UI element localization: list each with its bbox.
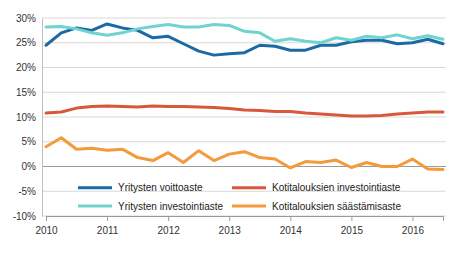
legend-swatch <box>78 186 112 189</box>
legend-label: Kotitalouksien säästämisaste <box>272 201 401 212</box>
x-tick-label: 2010 <box>35 225 58 236</box>
x-tick-mark <box>229 216 230 221</box>
y-tick-label: 15% <box>16 87 36 98</box>
x-axis: 2010 2011 2012 2013 2014 2015 2016 <box>35 216 443 236</box>
y-tick: 5% <box>22 136 42 147</box>
x-tick: 2012 <box>158 216 181 236</box>
x-tick-label: 2011 <box>97 225 119 236</box>
legend-swatch <box>232 186 266 189</box>
y-tick: -10% <box>13 211 42 222</box>
grid <box>42 18 446 216</box>
x-tick-mark <box>46 216 47 221</box>
legend: Yritysten voittoaste Kotitalouksien inves… <box>78 182 401 211</box>
y-axis-line <box>42 19 43 217</box>
y-tick-label: 0% <box>22 161 37 172</box>
legend-label: Kotitalouksien investointiaste <box>272 182 401 193</box>
y-tick-label: 25% <box>16 37 36 48</box>
y-tick: 0% <box>22 161 42 172</box>
x-tick: 2010 <box>35 216 58 236</box>
x-tick-mark <box>168 216 169 221</box>
y-tick-label: 5% <box>22 136 37 147</box>
x-tick-label: 2013 <box>219 225 242 236</box>
legend-swatch <box>232 205 266 208</box>
series-line <box>46 24 443 42</box>
series-line <box>46 106 443 116</box>
x-tick: 2014 <box>280 216 303 236</box>
x-tick: 2016 <box>402 216 425 236</box>
x-tick-mark <box>107 216 108 221</box>
x-tick-mark <box>412 216 413 221</box>
y-tick-label: -10% <box>13 211 36 222</box>
legend-label: Yritysten voittoaste <box>118 182 203 193</box>
lines <box>46 24 443 170</box>
x-tick: 2011 <box>97 216 119 236</box>
y-tick: 10% <box>16 112 42 123</box>
legend-label: Yritysten investointiaste <box>118 201 223 212</box>
x-axis-line <box>47 217 444 222</box>
y-axis: -10% -5% 0% 5% 10% 15% 20% 25% 30% <box>13 13 43 222</box>
y-tick-label: 10% <box>16 112 36 123</box>
grid-line <box>42 92 446 93</box>
y-tick-label: -5% <box>18 186 36 197</box>
grid-line <box>42 141 446 142</box>
series-line <box>46 138 443 170</box>
x-tick-label: 2015 <box>341 225 364 236</box>
legend-swatch <box>78 205 112 208</box>
y-tick: -5% <box>18 186 42 197</box>
x-tick-label: 2014 <box>280 225 303 236</box>
x-tick: 2013 <box>219 216 242 236</box>
y-tick: 15% <box>16 87 42 98</box>
x-tick: 2015 <box>341 216 364 236</box>
y-tick: 30% <box>16 13 42 24</box>
y-tick: 20% <box>16 62 42 73</box>
x-tick-mark <box>290 216 291 221</box>
y-tick: 25% <box>16 37 42 48</box>
y-tick-label: 30% <box>16 13 36 24</box>
series-line <box>46 24 443 55</box>
chart: -10%-5%0%5%10%15%20%25%30%20102011201220… <box>0 0 454 253</box>
grid-line <box>42 18 446 19</box>
grid-line <box>42 67 446 68</box>
x-tick-mark <box>351 216 352 221</box>
x-tick-label: 2016 <box>402 225 425 236</box>
y-tick-label: 20% <box>16 62 36 73</box>
x-tick-label: 2012 <box>158 225 181 236</box>
